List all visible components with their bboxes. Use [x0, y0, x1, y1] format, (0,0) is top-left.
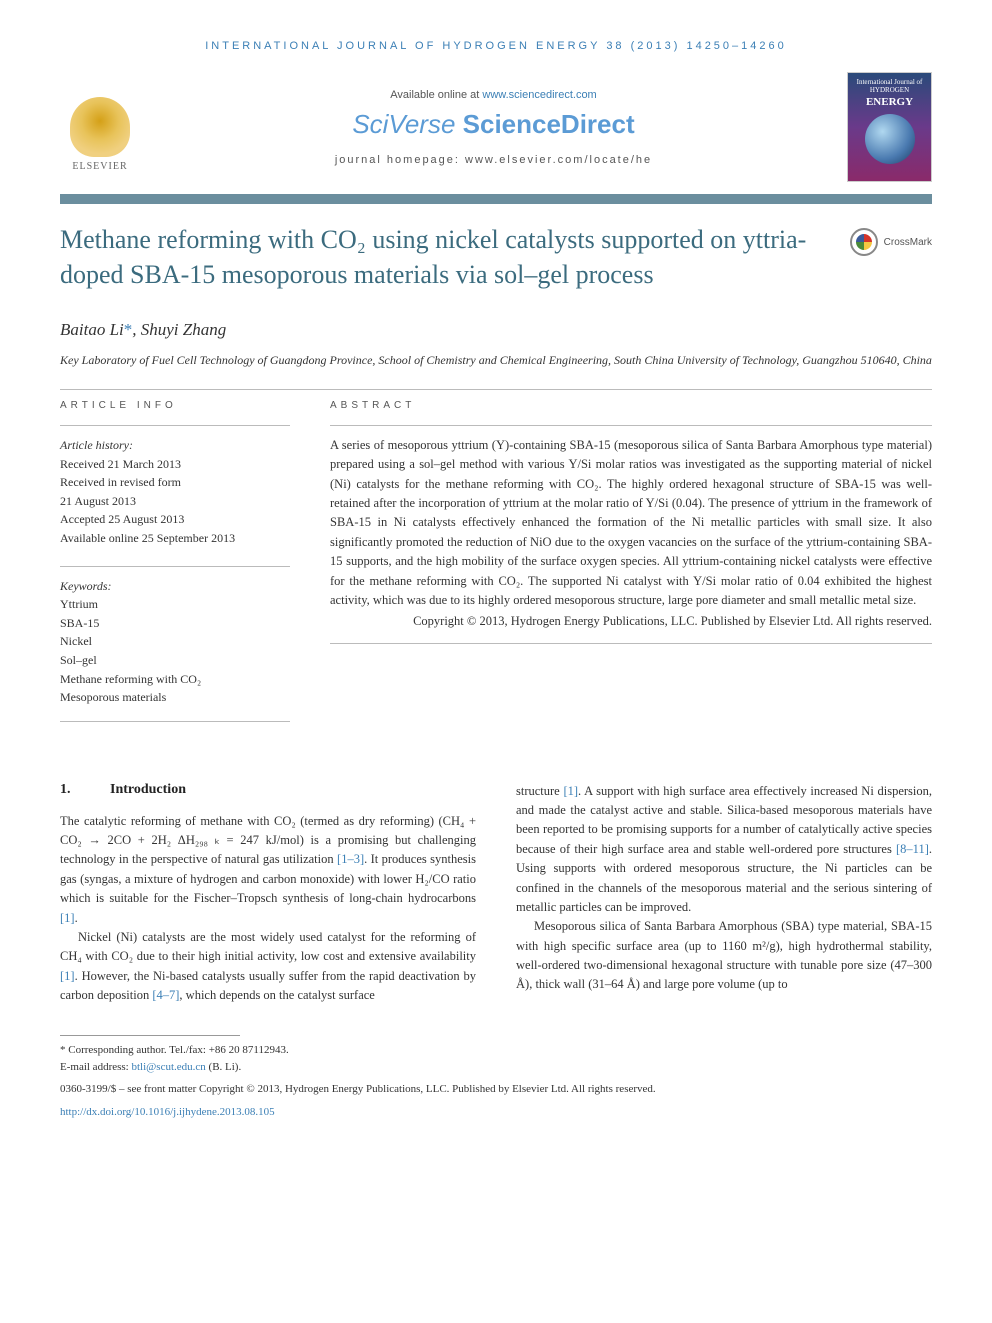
info-divider-bottom [60, 721, 290, 722]
info-divider-1 [60, 425, 290, 426]
crossmark-icon [850, 228, 878, 256]
cover-energy: ENERGY [866, 96, 913, 108]
email-label: E-mail address: [60, 1061, 131, 1073]
citation-link[interactable]: [1] [60, 911, 75, 925]
cover-sphere-graphic [865, 114, 915, 164]
email-suffix: (B. Li). [206, 1061, 241, 1073]
keyword-item: Yttrium [60, 595, 290, 614]
journal-citation-header: INTERNATIONAL JOURNAL OF HYDROGEN ENERGY… [60, 40, 932, 52]
citation-link[interactable]: [1] [563, 784, 578, 798]
citation-link[interactable]: [4–7] [152, 988, 179, 1002]
doi-line: http://dx.doi.org/10.1016/j.ijhydene.201… [60, 1104, 932, 1121]
sciencedirect-logo[interactable]: SciVerse ScienceDirect [140, 109, 847, 140]
abstract-column: ABSTRACT A series of mesoporous yttrium … [330, 400, 932, 707]
text-run: Nickel (Ni) catalysts are the most widel… [60, 930, 476, 963]
citation-link[interactable]: [1] [60, 969, 75, 983]
footnote-separator [60, 1035, 240, 1036]
author-1[interactable]: Baitao Li [60, 320, 124, 339]
history-revised-2: 21 August 2013 [60, 492, 290, 511]
elsevier-logo[interactable]: ELSEVIER [60, 82, 140, 172]
body-two-column: 1.Introduction The catalytic reforming o… [60, 782, 932, 1006]
crossmark-badge[interactable]: CrossMark [850, 228, 932, 256]
journal-cover-thumbnail[interactable]: International Journal of HYDROGEN ENERGY [847, 72, 932, 182]
text-run: . [75, 911, 78, 925]
text-run: structure [516, 784, 563, 798]
keywords-block: Keywords: Yttrium SBA-15 Nickel Sol–gel … [60, 577, 290, 707]
sciencedirect-text: ScienceDirect [455, 109, 634, 139]
sciencedirect-block: Available online at www.sciencedirect.co… [140, 89, 847, 166]
text-run: , which depends on the catalyst surface [179, 988, 374, 1002]
body-column-right: structure [1]. A support with high surfa… [516, 782, 932, 1006]
homepage-prefix: journal homepage: [335, 154, 465, 166]
section-heading-intro: 1.Introduction [60, 782, 476, 798]
title-separator-bar [60, 194, 932, 204]
intro-body-right: structure [1]. A support with high surfa… [516, 782, 932, 995]
crossmark-label: CrossMark [884, 237, 932, 248]
journal-homepage-line: journal homepage: www.elsevier.com/locat… [140, 154, 847, 166]
intro-body-left: The catalytic reforming of methane with … [60, 812, 476, 1006]
keyword-item: Methane reforming with CO₂ [60, 670, 290, 689]
available-online-line: Available online at www.sciencedirect.co… [140, 89, 847, 101]
info-abstract-row: ARTICLE INFO Article history: Received 2… [60, 400, 932, 707]
sciverse-text: SciVerse [352, 109, 455, 139]
available-prefix: Available online at [390, 89, 482, 101]
issn-copyright-line: 0360-3199/$ – see front matter Copyright… [60, 1081, 932, 1098]
elsevier-tree-icon [70, 97, 130, 157]
keyword-item: Sol–gel [60, 651, 290, 670]
divider-top [60, 389, 932, 390]
email-footnote: E-mail address: btli@scut.edu.cn (B. Li)… [60, 1059, 932, 1076]
citation-link[interactable]: [8–11] [896, 842, 929, 856]
abstract-copyright: Copyright © 2013, Hydrogen Energy Public… [330, 614, 932, 629]
history-revised-1: Received in revised form [60, 473, 290, 492]
text-run: Mesoporous silica of Santa Barbara Amorp… [516, 917, 932, 995]
title-row: Methane reforming with CO₂ using nickel … [60, 222, 932, 292]
article-info-column: ARTICLE INFO Article history: Received 2… [60, 400, 290, 707]
history-online: Available online 25 September 2013 [60, 529, 290, 548]
article-info-heading: ARTICLE INFO [60, 400, 290, 411]
sciencedirect-url-link[interactable]: www.sciencedirect.com [482, 89, 596, 101]
homepage-url[interactable]: www.elsevier.com/locate/he [465, 154, 652, 166]
abstract-divider-bottom [330, 643, 932, 644]
info-divider-2 [60, 566, 290, 567]
elsevier-label: ELSEVIER [72, 161, 127, 172]
author-list: Baitao Li*, Shuyi Zhang [60, 320, 932, 340]
keyword-item: Nickel [60, 632, 290, 651]
keywords-label: Keywords: [60, 577, 290, 596]
abstract-divider [330, 425, 932, 426]
abstract-heading: ABSTRACT [330, 400, 932, 411]
cover-hydrogen: HYDROGEN [870, 87, 909, 95]
article-history-block: Article history: Received 21 March 2013 … [60, 436, 290, 548]
section-title: Introduction [110, 782, 186, 797]
history-label: Article history: [60, 436, 290, 455]
body-column-left: 1.Introduction The catalytic reforming o… [60, 782, 476, 1006]
author-email-link[interactable]: btli@scut.edu.cn [131, 1061, 205, 1073]
abstract-text: A series of mesoporous yttrium (Y)-conta… [330, 436, 932, 610]
publisher-header-row: ELSEVIER Available online at www.science… [60, 72, 932, 182]
citation-link[interactable]: [1–3] [337, 852, 364, 866]
keyword-item: Mesoporous materials [60, 688, 290, 707]
history-received: Received 21 March 2013 [60, 455, 290, 474]
corresponding-author-footnote: * Corresponding author. Tel./fax: +86 20… [60, 1042, 932, 1059]
article-title: Methane reforming with CO₂ using nickel … [60, 222, 850, 292]
corresponding-asterisk: * [124, 320, 133, 339]
section-number: 1. [60, 782, 110, 798]
author-2[interactable]: , Shuyi Zhang [132, 320, 226, 339]
text-run: . A support with high surface area effec… [516, 784, 932, 856]
history-accepted: Accepted 25 August 2013 [60, 510, 290, 529]
doi-link[interactable]: http://dx.doi.org/10.1016/j.ijhydene.201… [60, 1106, 275, 1118]
affiliation: Key Laboratory of Fuel Cell Technology o… [60, 352, 932, 369]
keyword-item: SBA-15 [60, 614, 290, 633]
